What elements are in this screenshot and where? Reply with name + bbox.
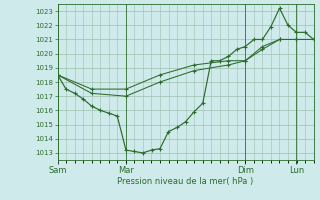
X-axis label: Pression niveau de la mer( hPa ): Pression niveau de la mer( hPa ) xyxy=(117,177,254,186)
